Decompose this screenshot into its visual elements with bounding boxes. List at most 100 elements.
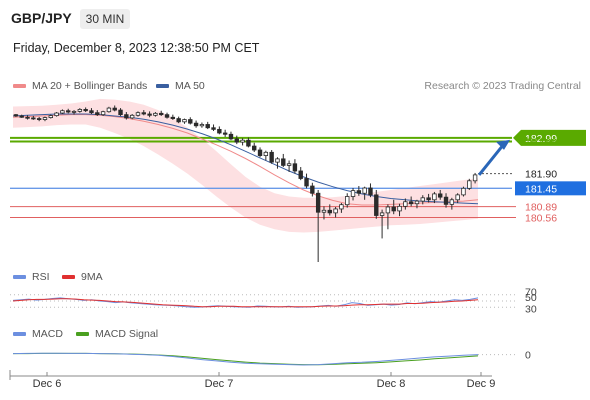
macd-zero-label: 0 <box>525 350 531 362</box>
candle-body <box>403 201 408 207</box>
candle-body <box>153 112 158 116</box>
candle-body <box>449 199 455 205</box>
candle-body <box>379 212 385 216</box>
support-price-label: 180.56 <box>525 212 557 224</box>
candle-body <box>397 205 402 212</box>
x-axis: Dec 6 Dec 7 Dec 8 Dec 9 <box>9 370 496 390</box>
candle-body <box>135 112 141 116</box>
candle-body <box>188 119 193 124</box>
candle-body <box>461 187 466 196</box>
candle-body <box>182 119 187 123</box>
candle-body <box>438 193 443 198</box>
candle-body <box>31 117 36 120</box>
x-tick-label: Dec 6 <box>33 378 62 390</box>
legend-macd-label: MACD <box>32 328 63 340</box>
candle-body <box>252 145 257 151</box>
candle-body <box>141 112 146 115</box>
candle-body <box>374 194 379 216</box>
candle-body <box>298 170 303 179</box>
legend-ma50: MA 50 <box>156 80 205 92</box>
candle-body <box>124 114 129 119</box>
candle-body <box>118 109 123 116</box>
candle-body <box>304 178 309 187</box>
bollinger-band-fill <box>13 98 478 233</box>
candle-body <box>368 187 373 196</box>
target-tag <box>513 129 586 146</box>
candle-body <box>83 109 88 112</box>
candle-body <box>240 139 245 143</box>
credit-text: Research © 2023 Trading Central <box>424 80 581 92</box>
candle-body <box>106 107 112 113</box>
candle-body <box>199 124 205 127</box>
support-price-label: 180.89 <box>525 202 557 214</box>
target-price-label: 182.99 <box>525 133 557 145</box>
candle-body <box>327 209 332 214</box>
rsi-swatch <box>13 275 26 280</box>
candle-body <box>472 174 478 182</box>
legend-rsi-ma: 9MA <box>62 271 103 283</box>
candle-body <box>71 110 77 113</box>
candle-body <box>426 197 431 201</box>
legend-macd-signal: MACD Signal <box>76 328 158 340</box>
candle-body <box>66 110 71 113</box>
timeframe-button[interactable]: 30 MIN <box>80 9 130 29</box>
candle-body <box>13 114 19 117</box>
x-tick-label: Dec 9 <box>467 378 496 390</box>
macd-signal-swatch <box>76 332 89 337</box>
candle-body <box>25 116 30 119</box>
candle-body <box>36 118 42 120</box>
candle-body <box>77 109 83 112</box>
current-price-label: 181.45 <box>525 183 557 195</box>
rsi-level-label: 50 <box>525 292 537 304</box>
candle-body <box>217 128 222 134</box>
candle-body <box>269 151 274 163</box>
candle-body <box>420 197 425 202</box>
candle-body <box>164 114 170 118</box>
legend-rsi: RSI <box>13 271 50 283</box>
candle-body <box>315 192 321 213</box>
candle-body <box>176 118 181 123</box>
last-price-bg <box>515 167 559 180</box>
last-price-label: 181.90 <box>525 169 557 181</box>
candle-body <box>129 114 135 119</box>
candle-body <box>467 180 472 189</box>
candle-body <box>19 115 24 118</box>
ma20-swatch <box>13 84 26 89</box>
candles <box>13 105 478 262</box>
bollinger-bands <box>13 98 478 233</box>
candle-body <box>408 201 414 205</box>
candle-body <box>89 110 94 114</box>
candle-body <box>257 149 263 156</box>
candle-body <box>455 194 460 201</box>
candle-body <box>95 112 100 116</box>
macd-line <box>12 352 479 366</box>
candle-body <box>222 132 228 135</box>
rsi-ma-swatch <box>62 275 75 280</box>
candle-body <box>414 200 420 205</box>
ma20-line <box>12 114 479 206</box>
pivot-price-label: 182.88 <box>525 136 557 148</box>
candle-body <box>391 206 396 212</box>
candle-body <box>310 185 315 194</box>
legend-rsi-label: RSI <box>32 271 50 283</box>
candle-body <box>159 112 164 116</box>
candle-body <box>147 113 152 116</box>
macd-swatch <box>13 332 26 337</box>
candle-body <box>263 151 269 156</box>
candle-body <box>443 196 449 205</box>
candle-body <box>281 158 286 166</box>
candle-body <box>292 163 298 172</box>
rsi-level-label: 30 <box>525 303 537 315</box>
x-tick-label: Dec 8 <box>377 378 406 390</box>
candle-body <box>100 111 106 116</box>
candle-body <box>333 208 338 214</box>
candle-body <box>205 124 210 129</box>
candle-body <box>345 196 350 206</box>
candle-body <box>48 115 53 118</box>
legend-macd-signal-label: MACD Signal <box>95 328 159 340</box>
legend-ma50-label: MA 50 <box>175 80 205 92</box>
candle-body <box>246 139 251 147</box>
